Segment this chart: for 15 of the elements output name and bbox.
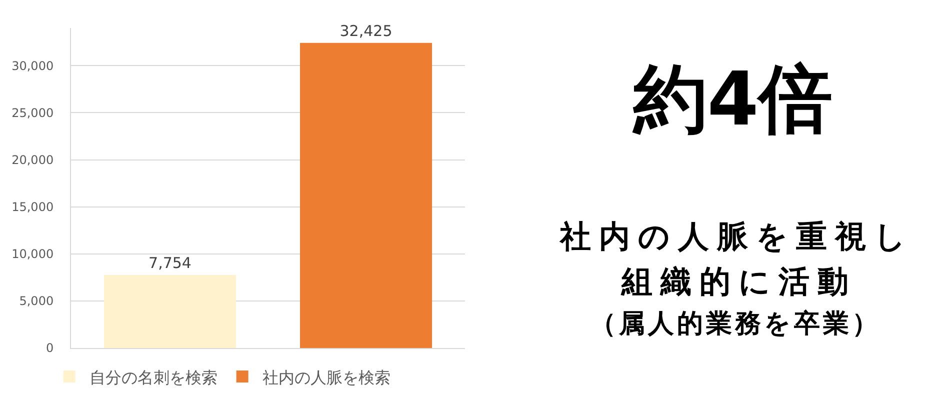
y-tick-label: 25,000 (12, 106, 54, 120)
legend-label: 自分の名刺を検索 (89, 368, 218, 387)
legend-label: 社内の人脈を検索 (262, 368, 390, 387)
y-tick-label: 10,000 (12, 247, 54, 262)
data-label: 7,754 (148, 254, 192, 272)
text: 約4倍 (633, 56, 833, 143)
text: （属人的業務を卒業） (589, 309, 881, 340)
y-tick-label: 15,000 (12, 200, 54, 214)
y-tick-label: 5,000 (19, 294, 54, 308)
text: 社内の人脈を重視し (558, 219, 914, 256)
y-tick-label: 30,000 (12, 58, 54, 73)
y-tick-label: 0 (46, 341, 54, 356)
data-label: 32,425 (340, 22, 392, 40)
text: 組織的に活動 (620, 264, 856, 301)
y-tick-label: 20,000 (12, 152, 54, 167)
